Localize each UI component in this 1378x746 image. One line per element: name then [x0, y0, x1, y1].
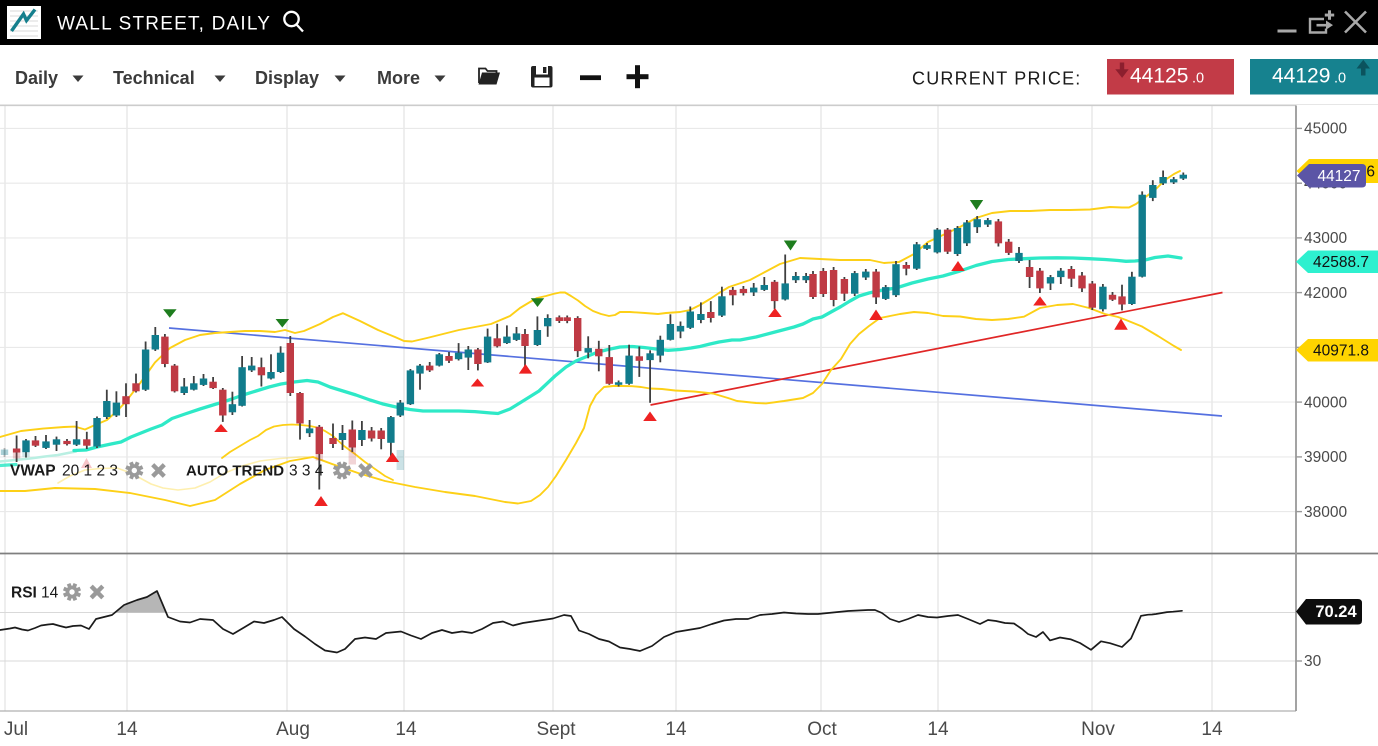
svg-text:14: 14 — [665, 719, 687, 740]
svg-text:40971.8: 40971.8 — [1313, 343, 1369, 360]
svg-text:42588.7: 42588.7 — [1313, 254, 1369, 271]
svg-text:More: More — [377, 68, 420, 88]
svg-text:WALL STREET, DAILY: WALL STREET, DAILY — [57, 14, 271, 35]
svg-text:44127: 44127 — [1317, 168, 1360, 185]
svg-text:14: 14 — [116, 719, 138, 740]
svg-text:Aug: Aug — [276, 719, 310, 740]
svg-text:VWAP: VWAP — [10, 463, 56, 480]
svg-text:44125: 44125 — [1130, 65, 1188, 88]
svg-text:14: 14 — [927, 719, 949, 740]
svg-text:Display: Display — [255, 68, 319, 88]
svg-text:14: 14 — [41, 585, 59, 602]
svg-text:RSI: RSI — [11, 585, 37, 602]
svg-text:Sept: Sept — [536, 719, 576, 740]
svg-text:43000: 43000 — [1304, 230, 1347, 247]
svg-text:CURRENT PRICE:: CURRENT PRICE: — [912, 69, 1081, 89]
svg-text:.0: .0 — [1192, 71, 1204, 87]
svg-text:Nov: Nov — [1081, 719, 1115, 740]
svg-text:44129: 44129 — [1272, 65, 1330, 88]
svg-text:38000: 38000 — [1304, 504, 1347, 521]
svg-text:40000: 40000 — [1304, 394, 1347, 411]
svg-text:AUTO TREND: AUTO TREND — [186, 463, 284, 480]
svg-text:Jul: Jul — [4, 719, 28, 740]
svg-text:42000: 42000 — [1304, 285, 1347, 302]
svg-text:70.24: 70.24 — [1315, 603, 1357, 621]
svg-text:20 1 2 3: 20 1 2 3 — [62, 463, 118, 480]
svg-text:3 3 4: 3 3 4 — [289, 463, 324, 480]
svg-text:14: 14 — [395, 719, 417, 740]
svg-text:Daily: Daily — [15, 68, 58, 88]
svg-text:Oct: Oct — [807, 719, 837, 740]
svg-text:39000: 39000 — [1304, 449, 1347, 466]
svg-text:14: 14 — [1201, 719, 1223, 740]
svg-text:.0: .0 — [1334, 71, 1346, 87]
svg-text:45000: 45000 — [1304, 121, 1347, 138]
svg-text:30: 30 — [1304, 653, 1322, 670]
svg-text:Technical: Technical — [113, 68, 195, 88]
